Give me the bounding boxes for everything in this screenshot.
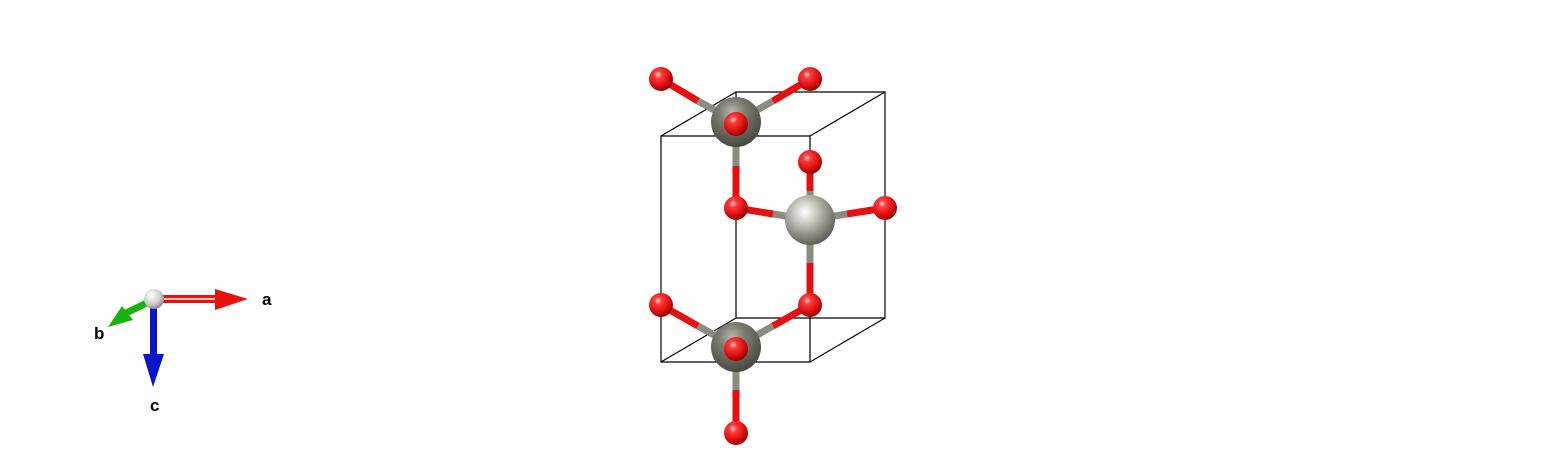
oxygen-atom bbox=[873, 196, 897, 220]
unit-cell-edge bbox=[660, 317, 737, 363]
atoms bbox=[649, 67, 897, 445]
oxygen-atom bbox=[649, 293, 673, 317]
axis-origin bbox=[144, 289, 164, 309]
b-axis-label: b bbox=[94, 324, 104, 343]
metal-atom bbox=[785, 195, 835, 245]
a-axis-label: a bbox=[262, 290, 272, 309]
unit-cell-edge bbox=[809, 317, 886, 363]
oxygen-atom bbox=[724, 112, 748, 136]
oxygen-atom bbox=[649, 67, 673, 91]
bonds bbox=[659, 75, 886, 433]
unit-cell bbox=[660, 91, 886, 363]
c-axis-shaft bbox=[150, 300, 157, 356]
oxygen-atom bbox=[798, 67, 822, 91]
c-axis-arrowhead bbox=[143, 354, 164, 387]
axis-indicator: a b c bbox=[94, 289, 272, 415]
oxygen-atom bbox=[798, 150, 822, 174]
unit-cell-edge bbox=[660, 91, 737, 137]
b-axis-arrowhead bbox=[108, 306, 133, 327]
oxygen-atom bbox=[798, 293, 822, 317]
oxygen-atom bbox=[724, 337, 748, 361]
a-axis-arrowhead bbox=[215, 289, 248, 310]
oxygen-atom bbox=[724, 421, 748, 445]
unit-cell-edge bbox=[809, 91, 886, 137]
c-axis-label: c bbox=[150, 396, 159, 415]
oxygen-atom bbox=[724, 196, 748, 220]
